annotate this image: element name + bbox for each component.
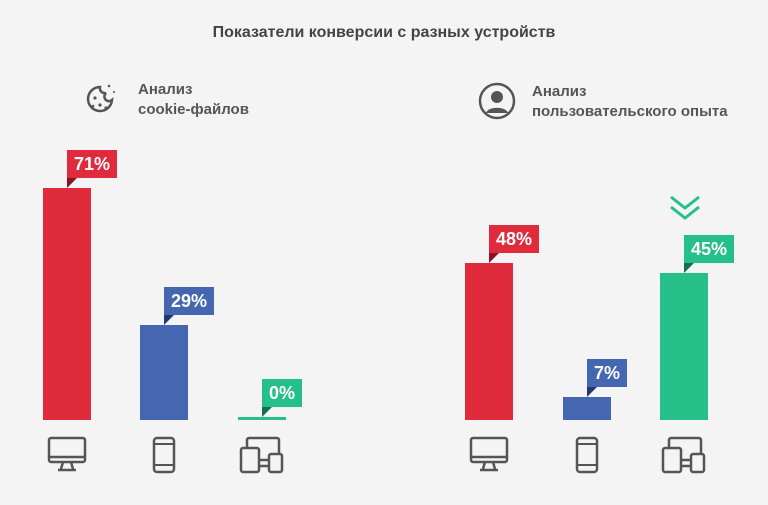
label-pointer <box>67 178 77 188</box>
data-label: 45% <box>684 234 735 273</box>
multi-device-icon <box>239 436 285 479</box>
data-label-text: 7% <box>594 363 621 384</box>
chevron-double-down-icon <box>670 195 700 220</box>
bar-2-1 <box>465 263 513 420</box>
bar-2-3 <box>660 272 708 420</box>
label-pointer <box>587 387 597 398</box>
bar-1-2 <box>140 325 188 420</box>
data-label: 29% <box>164 287 215 326</box>
group-2-header: Анализ пользовательского опыта <box>532 83 728 120</box>
user-icon <box>478 82 516 120</box>
desktop-icon <box>469 436 509 477</box>
data-label: 7% <box>587 359 628 398</box>
label-pointer <box>164 315 174 326</box>
group-1-header: Анализ cookie-файлов <box>138 81 249 118</box>
smartphone-icon <box>151 436 177 479</box>
data-label-text: 29% <box>171 291 208 312</box>
data-label: 71% <box>67 150 118 188</box>
bar-1-3 <box>238 417 286 420</box>
data-label-text: 0% <box>269 383 296 403</box>
label-pointer <box>262 407 272 417</box>
data-label: 48% <box>489 225 540 264</box>
label-pointer <box>489 253 499 264</box>
data-label: 0% <box>262 379 303 417</box>
bar-2-2 <box>563 397 611 420</box>
multi-device-icon <box>661 436 707 479</box>
data-label-text: 71% <box>74 154 111 174</box>
smartphone-icon <box>574 436 600 479</box>
cookie-icon <box>86 84 115 113</box>
label-pointer <box>684 262 694 273</box>
data-label-text: 45% <box>691 238 728 259</box>
desktop-icon <box>47 436 87 477</box>
chart-title: Показатели конверсии с разных устройств <box>212 24 556 41</box>
bar-1-1 <box>43 188 91 420</box>
data-label-text: 48% <box>496 229 533 250</box>
